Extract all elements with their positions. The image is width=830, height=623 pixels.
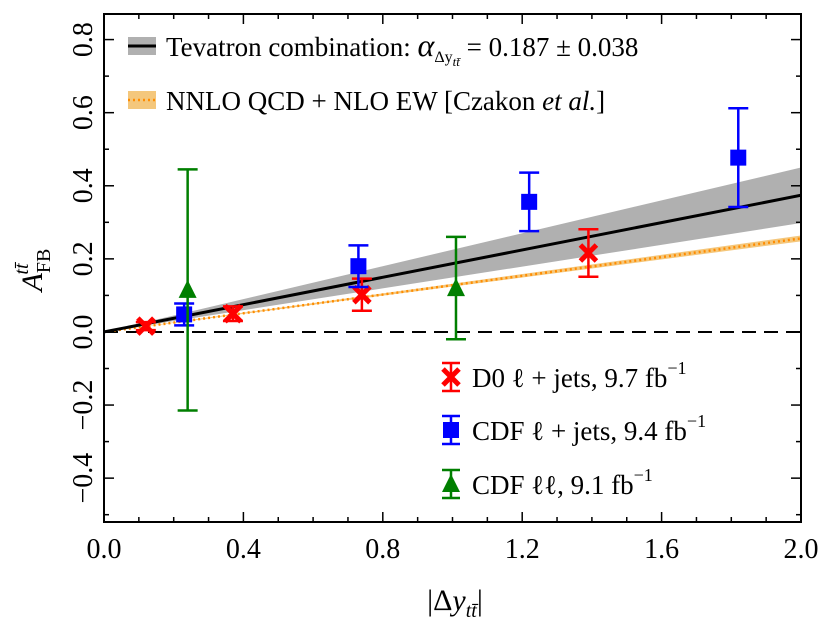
d0-point bbox=[578, 243, 599, 263]
legend-nnlo-band-swatch bbox=[128, 91, 156, 109]
legend-entry-cdf-ll-point: CDF ℓℓ, 9.1 fb−1 bbox=[442, 465, 653, 500]
y-tick-label: 0.0 bbox=[68, 314, 99, 349]
x-tick-label: 2.0 bbox=[784, 534, 819, 565]
cdf-ljets-point bbox=[176, 306, 193, 323]
x-tick-label: 0.8 bbox=[365, 534, 400, 565]
legend-nnlo-label: NNLO QCD + NLO EW [Czakon et al.] bbox=[166, 86, 605, 116]
axis-ticks: 0.0 0.4 0.8 1.2 1.6 2.0 −0.4 −0.2 0.0 0.2 0.4 0.6 0.… bbox=[68, 14, 819, 565]
legend-entry-d0-point: D0 ℓ + jets, 9.7 fb−1 bbox=[441, 358, 687, 393]
d0-point bbox=[136, 316, 156, 336]
legend-top: Tevatron combination: αΔytt̄ = 0.187 ± 0… bbox=[128, 27, 638, 116]
tevatron-uncertainty-band bbox=[104, 167, 801, 332]
y-tick-label: −0.2 bbox=[68, 380, 99, 431]
y-tick-label: 0.6 bbox=[68, 95, 99, 130]
x-tick-label: 0.0 bbox=[87, 534, 122, 565]
d0-point bbox=[352, 284, 372, 305]
legend-marker-cdf-ljets-point bbox=[443, 422, 459, 438]
legend-tevatron-label: Tevatron combination: αΔytt̄ = 0.187 ± 0… bbox=[166, 27, 638, 69]
legend-label-cdf-ljets-point: CDF ℓ + jets, 9.4 fb−1 bbox=[472, 411, 706, 446]
y-tick-label: −0.4 bbox=[68, 453, 99, 504]
legend-bottom: D0 ℓ + jets, 9.7 fb−1 CDF ℓ + jets, 9.4 f… bbox=[441, 358, 706, 500]
y-tick-label: 0.4 bbox=[68, 168, 99, 203]
legend-marker-d0-point bbox=[441, 367, 461, 387]
tevatron-fit-line bbox=[104, 193, 801, 334]
x-tick-label: 1.6 bbox=[644, 534, 679, 565]
x-tick-label: 1.2 bbox=[505, 534, 540, 565]
plot-area bbox=[104, 107, 801, 412]
y-axis-label: AFBtt̄ bbox=[11, 249, 55, 294]
x-tick-label: 0.4 bbox=[226, 534, 261, 565]
cdf-ll-point bbox=[178, 279, 197, 298]
x-axis-label: |Δytt̄| bbox=[427, 584, 483, 622]
legend-entry-cdf-ljets-point: CDF ℓ + jets, 9.4 fb−1 bbox=[442, 411, 706, 446]
legend-marker-cdf-ll-point bbox=[442, 474, 460, 492]
d0-point bbox=[223, 303, 243, 324]
cdf-ll-point bbox=[446, 278, 465, 297]
y-tick-label: 0.2 bbox=[68, 241, 99, 276]
legend-label-d0-point: D0 ℓ + jets, 9.7 fb−1 bbox=[472, 358, 687, 393]
cdf-ljets-point bbox=[521, 193, 538, 210]
cdf-ljets-point bbox=[730, 149, 747, 166]
cdf-ljets-point bbox=[350, 258, 367, 275]
legend-label-cdf-ll-point: CDF ℓℓ, 9.1 fb−1 bbox=[472, 465, 653, 500]
y-tick-label: 0.8 bbox=[68, 22, 99, 57]
